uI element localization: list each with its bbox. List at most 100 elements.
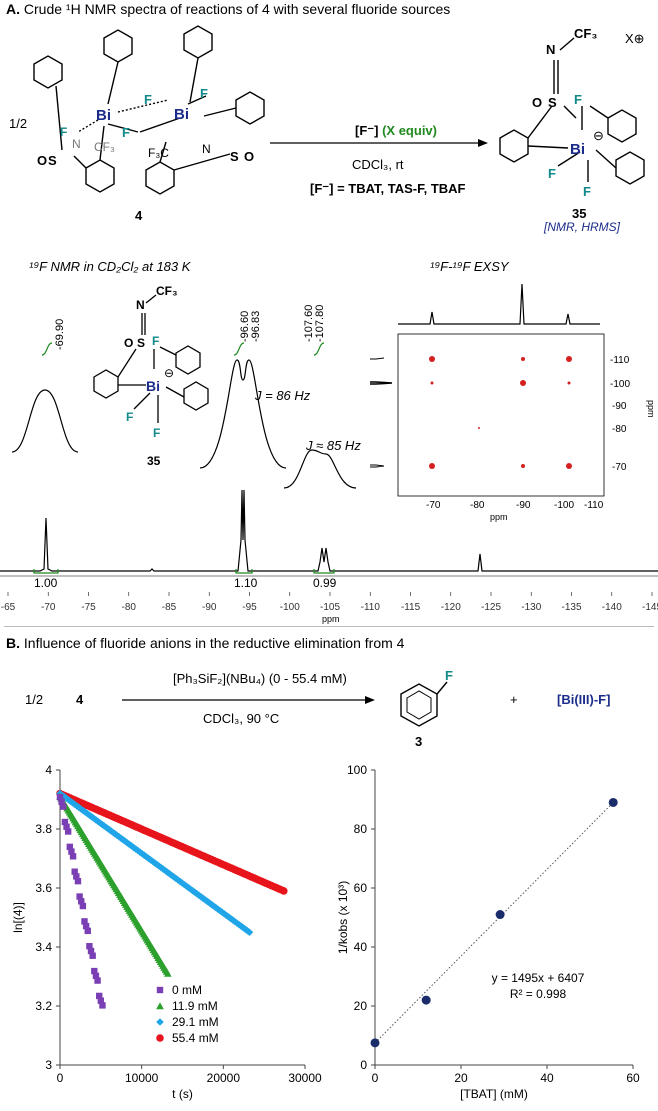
cross-peak [429, 463, 435, 469]
tick-label: -120 [441, 602, 461, 613]
tick-label: -110 [361, 602, 381, 613]
tick-label: -70 [612, 462, 627, 473]
coupling-constant: J ≈ 85 Hz [305, 438, 361, 453]
bi-atom-label: Bi [174, 106, 189, 123]
data-point [495, 910, 505, 920]
cf3-label: CF₃ [94, 140, 115, 154]
peak-label: -107.60 [303, 305, 315, 342]
integral-bracket [33, 569, 59, 574]
integral-values: 1.00 1.10 0.99 [34, 576, 337, 590]
tick-label: 30000 [288, 1071, 322, 1085]
data-point [78, 898, 85, 905]
data-point [74, 877, 82, 885]
panel-a-heading: A. Crude ¹H NMR spectra of reactions of … [6, 1, 451, 17]
data-point [73, 873, 80, 880]
f-atom-label: F [152, 334, 159, 348]
tick-label: 3.6 [35, 881, 52, 895]
cross-peak [520, 380, 526, 386]
bi-atom-label: Bi [96, 107, 111, 124]
conditions-label: CDCl₃, rt [352, 157, 404, 172]
conditions-label: CDCl₃, 90 °C [203, 711, 280, 726]
n-atom-label: N [202, 142, 211, 156]
spectrum-trace [0, 489, 658, 572]
data-point [60, 803, 67, 810]
tick-label: -65 [1, 602, 16, 613]
tick-label: -90 [202, 602, 217, 613]
integral-bracket [235, 569, 253, 574]
coupling-constant: J = 86 Hz [254, 388, 311, 403]
s-atom-label: S [230, 149, 239, 164]
data-point [370, 1038, 380, 1048]
panel-b-heading: B. Influence of fluoride anions in the r… [6, 635, 405, 651]
linear-fit-chart: 0 20 40 60 80 100 0 20 40 60 [TBAT] (mM) 1/kobs (x … [336, 763, 640, 1101]
tick-label: -100 [610, 379, 630, 390]
tick-label: 3.8 [35, 822, 52, 836]
tick-label: 60 [626, 1071, 640, 1085]
tick-label: 40 [540, 1071, 554, 1085]
data-point [86, 943, 93, 950]
fit-equation: y = 1495x + 6407 [492, 971, 585, 985]
bi-atom-label: Bi [146, 378, 160, 394]
f-atom-label: F [144, 92, 152, 107]
spectrum-title: ¹⁹F NMR in CD₂Cl₂ at 183 K [29, 259, 191, 274]
data-point [56, 793, 64, 801]
tick-label: 100 [347, 763, 367, 777]
data-point [164, 969, 172, 977]
exsy-title: ¹⁹F-¹⁹F EXSY [430, 259, 509, 274]
data-point [61, 818, 69, 826]
data-point [92, 972, 100, 980]
o-atom-label: O [124, 336, 133, 350]
peak-zoom [11, 389, 79, 453]
bi-atom-label: Bi [570, 141, 585, 158]
s-atom-label: S [48, 153, 57, 168]
y-axis-label: 1/kobs (x 10³) [336, 881, 350, 954]
tick-label: 3.2 [35, 999, 52, 1013]
cross-peak [566, 463, 572, 469]
tick-label: -75 [81, 602, 96, 613]
data-point [63, 823, 70, 830]
tick-label: -70 [41, 602, 56, 613]
compound-35-structure: N CF₃ X⊕ O S F Bi ⊖ F F 35 [499, 26, 645, 221]
x-axis-label: t (s) [172, 1087, 193, 1101]
data-point [81, 918, 88, 925]
r-squared: R² = 0.998 [510, 987, 567, 1001]
tick-label: -135 [561, 602, 581, 613]
data-point [279, 887, 288, 895]
s-atom-label: S [137, 336, 145, 350]
f-atom-label: F [200, 86, 208, 101]
half-label: 1/2 [25, 692, 44, 707]
tick-label: -80 [612, 424, 627, 435]
tick-label: -110 [610, 355, 630, 366]
data-point [156, 1034, 164, 1042]
data-point [68, 848, 75, 855]
f-atom-label: F [153, 426, 160, 440]
compound-number: 3 [415, 734, 422, 749]
tick-label: -105 [320, 602, 340, 613]
axis-label: ppm [490, 512, 508, 522]
peak-labels: -69.90 [54, 319, 66, 350]
cross-peak [566, 356, 572, 362]
tick-label: -80 [122, 602, 137, 613]
tick-label: 0 [360, 1058, 367, 1072]
tick-label: -95 [242, 602, 257, 613]
cross-peak [567, 381, 571, 385]
data-point [84, 927, 91, 935]
tick-label: -100 [280, 602, 300, 613]
trendline [374, 802, 614, 1044]
n-atom-label: N [136, 298, 145, 312]
fluorobenzene-structure: F 3 [400, 668, 453, 749]
cf3-label: CF₃ [574, 26, 597, 41]
data-point [89, 952, 96, 959]
exsy-2d-plot: -70 -80 -90 -100 -110 ppm -110 -100 -90 … [370, 283, 656, 522]
negative-charge: ⊖ [593, 128, 604, 143]
reaction-arrow [122, 696, 375, 704]
f-atom-label: F [548, 166, 556, 181]
integral-value: 1.00 [34, 576, 58, 590]
data-point [156, 1002, 164, 1010]
tick-label: -85 [162, 602, 177, 613]
tick-label: -115 [401, 602, 421, 613]
x-axis-label: [TBAT] (mM) [460, 1087, 528, 1101]
f-atom-label: F [445, 668, 453, 683]
cross-peak [478, 427, 480, 429]
data-point [87, 947, 95, 955]
